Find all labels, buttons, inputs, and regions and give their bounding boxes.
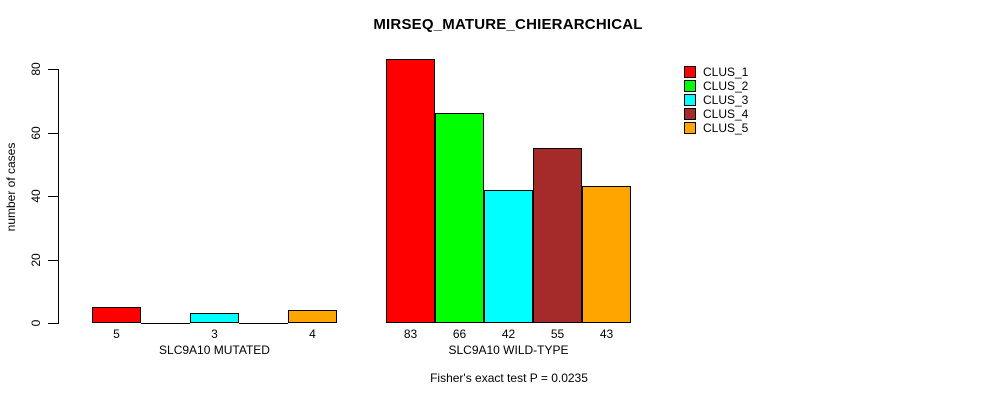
y-tick-mark — [48, 133, 58, 134]
y-axis-label: number of cases — [4, 142, 18, 232]
bar-clus_3-group2 — [484, 190, 533, 323]
bar-clus_1-group2 — [386, 59, 435, 323]
y-tick-mark — [48, 260, 58, 261]
bar-clus_4-group2 — [533, 148, 582, 323]
y-tick-mark — [48, 196, 58, 197]
legend-label-clus_5: CLUS_5 — [703, 121, 749, 136]
bar-clus_1-group1 — [92, 307, 141, 323]
y-tick-label: 40 — [29, 189, 43, 203]
legend-label-clus_1: CLUS_1 — [703, 64, 749, 79]
bar-clus_5-group2 — [582, 186, 631, 323]
fisher-test-annotation: Fisher's exact test P = 0.0235 — [430, 371, 588, 385]
legend-label-clus_2: CLUS_2 — [703, 78, 749, 93]
legend-swatch-clus_3 — [684, 93, 696, 106]
bar-value-label: 83 — [403, 327, 418, 341]
bar-value-label: 66 — [452, 327, 467, 341]
y-tick-mark — [48, 323, 58, 324]
y-tick-mark — [48, 69, 58, 70]
bar-clus_4-group1 — [239, 323, 288, 324]
y-tick-label: 0 — [29, 319, 43, 327]
y-axis-line — [58, 69, 59, 324]
legend-row-clus_4: CLUS_4 — [684, 107, 748, 121]
legend-swatch-clus_1 — [684, 65, 696, 78]
legend-row-clus_2: CLUS_2 — [684, 79, 748, 93]
y-tick-label: 20 — [29, 253, 43, 267]
legend-swatch-clus_4 — [684, 108, 696, 121]
chart-title: MIRSEQ_MATURE_CHIERARCHICAL — [373, 16, 643, 33]
bar-clus_2-group1 — [141, 323, 190, 324]
bar-value-label: 42 — [501, 327, 516, 341]
bar-clus_5-group1 — [288, 310, 337, 323]
bar-value-label: 55 — [550, 327, 565, 341]
legend-label-clus_4: CLUS_4 — [703, 107, 749, 122]
legend-swatch-clus_2 — [684, 79, 696, 92]
legend-label-clus_3: CLUS_3 — [703, 92, 749, 107]
y-tick-label: 60 — [29, 126, 43, 140]
bar-clus_3-group1 — [190, 313, 239, 323]
legend-row-clus_3: CLUS_3 — [684, 93, 748, 107]
bar-value-label: 3 — [211, 327, 218, 341]
bar-value-label: 4 — [309, 327, 316, 341]
legend-swatch-clus_5 — [684, 122, 696, 135]
bar-value-label: 5 — [113, 327, 120, 341]
legend-row-clus_1: CLUS_1 — [684, 65, 748, 79]
bar-clus_2-group2 — [435, 113, 484, 323]
legend-row-clus_5: CLUS_5 — [684, 121, 748, 135]
y-tick-label: 80 — [29, 62, 43, 76]
group-label-2: SLC9A10 WILD-TYPE — [448, 343, 569, 357]
bar-value-label: 43 — [599, 327, 614, 341]
group-label-1: SLC9A10 MUTATED — [159, 343, 270, 357]
